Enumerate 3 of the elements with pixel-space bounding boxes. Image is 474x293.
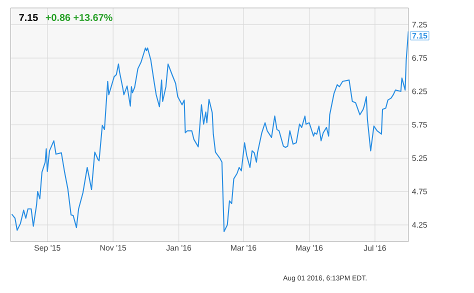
chart-subtitle: +0.86 +13.67% — [46, 14, 112, 21]
line-series — [11, 30, 408, 232]
chart-title: 7.15 — [19, 14, 38, 21]
